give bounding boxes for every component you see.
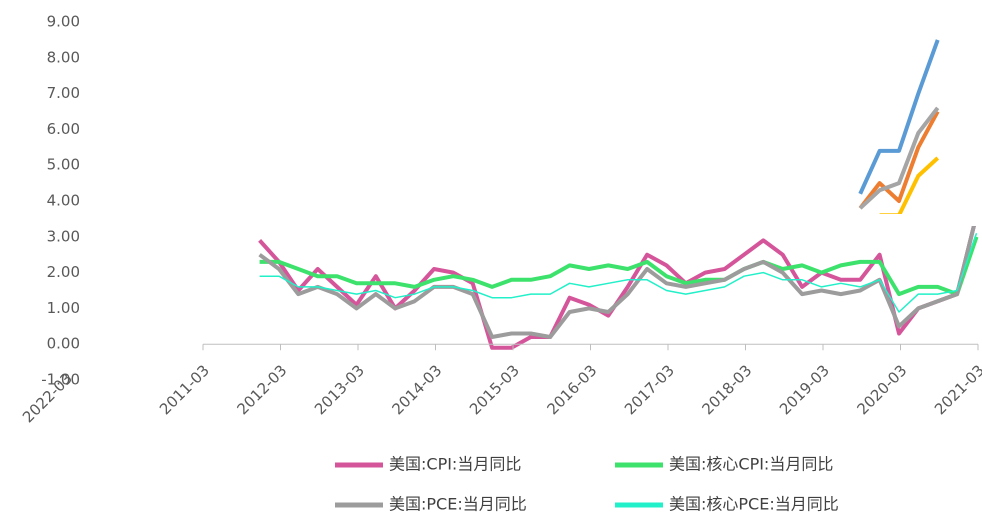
- x-tick-label: 2014-03: [388, 361, 445, 418]
- y-tick-label: 3.00: [47, 227, 80, 245]
- legend-label: 美国:CPI:当月同比: [389, 455, 521, 474]
- y-tick-label: 9.00: [47, 13, 80, 31]
- legend-label: 美国:核心CPI:当月同比: [669, 455, 833, 474]
- series-line: [858, 110, 940, 210]
- y-tick-label: 4.00: [47, 192, 80, 210]
- x-tick-label: 2015-03: [466, 361, 523, 418]
- y-tick-label: 2.00: [47, 263, 80, 281]
- y-tick-label: -1.00: [41, 371, 80, 389]
- y-tick-label: 8.00: [47, 48, 80, 66]
- series-line: [259, 236, 979, 297]
- x-tick-label: 2016-03: [543, 361, 600, 418]
- y-tick-label: 5.00: [47, 156, 80, 174]
- y-tick-label: 0.00: [47, 335, 80, 353]
- x-tick-label: 2012-03: [233, 361, 290, 418]
- x-tick-label: 2021-03: [931, 361, 982, 418]
- x-tick-label: 2011-03: [156, 361, 213, 418]
- series-line: [879, 156, 940, 214]
- x-tick-label: 2020-03: [853, 361, 910, 418]
- series-line: [258, 214, 979, 339]
- x-tick-label: 2019-03: [776, 361, 833, 418]
- series-line: [858, 106, 940, 210]
- x-tick-label: 2017-03: [621, 361, 678, 418]
- legend-label: 美国:PCE:当月同比: [389, 495, 527, 514]
- x-tick-label: 2018-03: [698, 361, 755, 418]
- y-tick-label: 1.00: [47, 299, 80, 317]
- y-tick-label: 6.00: [47, 120, 80, 138]
- y-tick-label: 7.00: [47, 84, 80, 102]
- x-tick-label: 2013-03: [311, 361, 368, 418]
- series-line: [858, 39, 940, 195]
- legend-label: 美国:核心PCE:当月同比: [669, 495, 839, 514]
- occlusion-band: [0, 214, 982, 226]
- series-line: [259, 232, 978, 313]
